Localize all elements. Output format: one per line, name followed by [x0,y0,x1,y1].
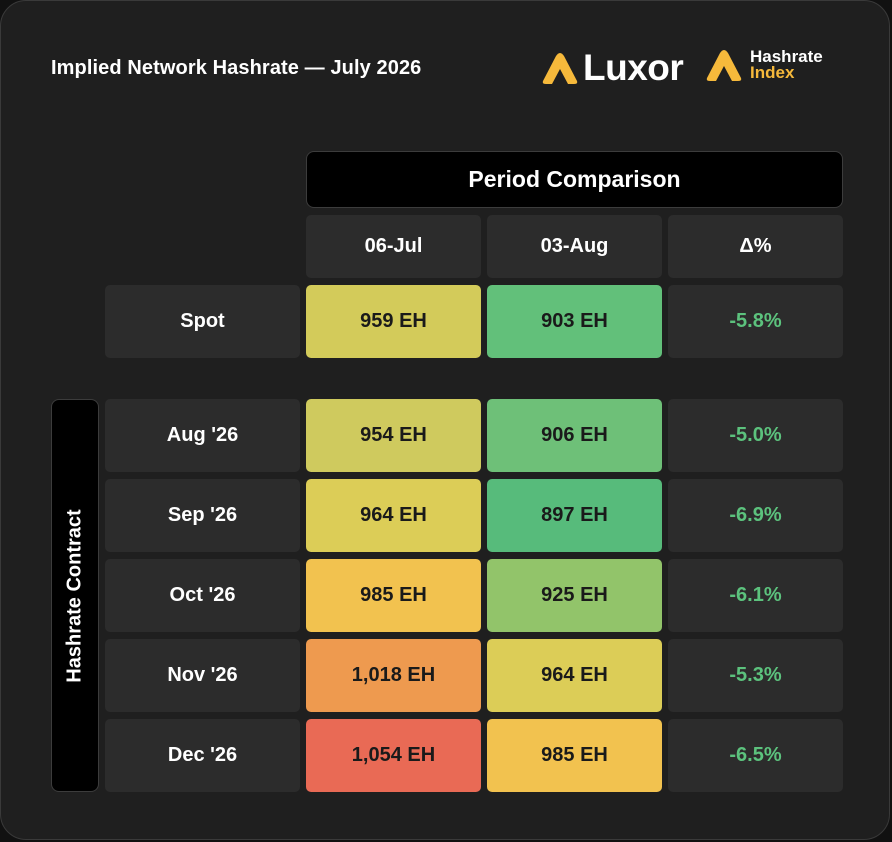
hashrate-contract-side-label: Hashrate Contract [51,399,99,792]
row-label-nov-26: Nov '26 [105,639,300,712]
spot-delta: -5.8% [668,285,843,358]
period-comparison-header: Period Comparison [306,151,843,208]
column-header-03-aug: 03-Aug [487,215,662,278]
row-label-sep-26: Sep '26 [105,479,300,552]
hashrate-index-logo: Hashrate Index [705,47,823,82]
row-label-aug-26: Aug '26 [105,399,300,472]
dec-26-delta: -6.5% [668,719,843,792]
dec-26-value-03-aug: 985 EH [487,719,662,792]
aug-26-value-03-aug: 906 EH [487,399,662,472]
nov-26-delta: -5.3% [668,639,843,712]
spot-value-06-jul: 959 EH [306,285,481,358]
nov-26-value-03-aug: 964 EH [487,639,662,712]
aug-26-delta: -5.0% [668,399,843,472]
spot-value-03-aug: 903 EH [487,285,662,358]
row-label-oct-26: Oct '26 [105,559,300,632]
oct-26-value-06-jul: 985 EH [306,559,481,632]
hashrate-index-line1: Hashrate [750,47,823,66]
hashrate-index-mark-icon [706,50,742,81]
hashrate-index-line2: Index [750,63,795,82]
column-header-06-jul: 06-Jul [306,215,481,278]
oct-26-value-03-aug: 925 EH [487,559,662,632]
dec-26-value-06-jul: 1,054 EH [306,719,481,792]
luxor-mark-icon [542,53,578,84]
luxor-logo: Luxor [541,47,684,89]
oct-26-delta: -6.1% [668,559,843,632]
sep-26-value-06-jul: 964 EH [306,479,481,552]
sep-26-value-03-aug: 897 EH [487,479,662,552]
page-title: Implied Network Hashrate — July 2026 [51,57,422,79]
row-label-dec-26: Dec '26 [105,719,300,792]
hashrate-contract-label: Hashrate Contract [63,508,86,683]
aug-26-value-06-jul: 954 EH [306,399,481,472]
nov-26-value-06-jul: 1,018 EH [306,639,481,712]
sep-26-delta: -6.9% [668,479,843,552]
luxor-wordmark: Luxor [583,47,684,88]
row-label-spot: Spot [105,285,300,358]
column-header-delta: Δ% [668,215,843,278]
